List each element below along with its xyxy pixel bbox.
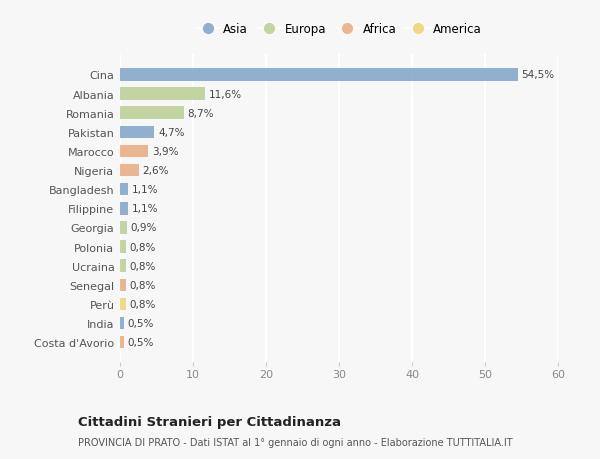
Bar <box>120 222 127 234</box>
Bar <box>120 336 124 349</box>
Text: 0,8%: 0,8% <box>130 299 156 309</box>
Text: 11,6%: 11,6% <box>208 90 241 99</box>
Bar <box>120 202 128 215</box>
Text: 0,8%: 0,8% <box>130 261 156 271</box>
Text: 0,8%: 0,8% <box>130 280 156 290</box>
Text: 1,1%: 1,1% <box>131 185 158 195</box>
Text: 8,7%: 8,7% <box>187 108 214 118</box>
Text: 0,5%: 0,5% <box>127 319 154 328</box>
Text: 2,6%: 2,6% <box>143 166 169 176</box>
Bar <box>120 69 518 81</box>
Bar <box>120 164 139 177</box>
Text: 54,5%: 54,5% <box>521 70 554 80</box>
Text: 3,9%: 3,9% <box>152 146 179 157</box>
Text: Cittadini Stranieri per Cittadinanza: Cittadini Stranieri per Cittadinanza <box>78 415 341 428</box>
Bar <box>120 88 205 101</box>
Bar <box>120 298 126 310</box>
Text: 1,1%: 1,1% <box>131 204 158 214</box>
Bar <box>120 184 128 196</box>
Bar <box>120 126 154 139</box>
Text: 0,8%: 0,8% <box>130 242 156 252</box>
Bar <box>120 146 148 158</box>
Bar <box>120 317 124 330</box>
Bar <box>120 279 126 291</box>
Bar <box>120 260 126 272</box>
Bar <box>120 107 184 120</box>
Text: 4,7%: 4,7% <box>158 128 184 138</box>
Text: 0,5%: 0,5% <box>127 337 154 347</box>
Bar <box>120 241 126 253</box>
Legend: Asia, Europa, Africa, America: Asia, Europa, Africa, America <box>191 18 487 40</box>
Text: 0,9%: 0,9% <box>130 223 157 233</box>
Text: PROVINCIA DI PRATO - Dati ISTAT al 1° gennaio di ogni anno - Elaborazione TUTTIT: PROVINCIA DI PRATO - Dati ISTAT al 1° ge… <box>78 437 512 447</box>
